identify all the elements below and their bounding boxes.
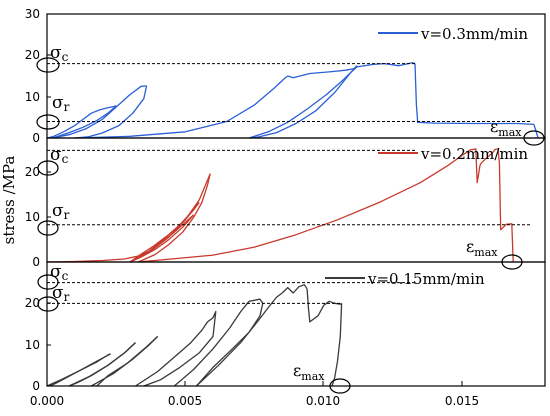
- panel-2: 0 10 20 v=0.2mm/min σc σr εmax: [25, 137, 546, 270]
- panel-3-curves: [46, 284, 343, 387]
- panel-2-curve-segment-0: [46, 214, 195, 263]
- panel-1-ytick-label-20: 20: [25, 48, 40, 62]
- panel-3-curve-segment-13: [331, 303, 343, 387]
- panel-1-sigma-r-label: σr: [52, 93, 70, 114]
- panel-3-sigma-c-label: σc: [50, 262, 69, 283]
- xtick-label-0: 0.000: [30, 394, 64, 408]
- panel-3-sigma-c-annotation: σc: [37, 262, 69, 290]
- panel-3-eps-max-circle: [329, 378, 351, 394]
- panel-1-ytick-label-30: 30: [25, 7, 40, 21]
- panel-1-ytick-30: 30: [25, 7, 51, 21]
- panel-2-sigma-c-annotation: σc: [37, 145, 69, 176]
- panel-2-sigma-r-circle: [37, 220, 59, 236]
- panel-3-legend-label: v=0.15mm/min: [367, 270, 485, 288]
- xtick-3: 0.015: [445, 381, 479, 408]
- x-axis: 0.000 0.005 0.010 0.015: [30, 381, 479, 408]
- panel-3-eps-max-label: εmax: [293, 361, 325, 383]
- panel-3-eps-max-annotation: εmax: [293, 361, 351, 394]
- panel-2-legend: v=0.2mm/min: [378, 145, 528, 163]
- panel-1-curve-segment-4: [74, 75, 289, 139]
- panel-1-ytick-10: 10: [25, 90, 51, 104]
- panel-3-curve-segment-5: [96, 335, 159, 387]
- panel-3-sigma-r-circle: [37, 296, 59, 312]
- panel-1-legend: v=0.3mm/min: [378, 25, 528, 43]
- panel-2-curve-segment-7: [461, 148, 482, 184]
- xtick-label-1: 0.005: [168, 394, 202, 408]
- panel-2-curve-segment-4: [129, 173, 211, 263]
- panel-1-ytick-label-10: 10: [25, 90, 40, 104]
- panel-1-sigma-r-annotation: σr: [36, 93, 70, 130]
- panel-3-curve-segment-7: [143, 310, 217, 387]
- panel-2-ytick-10: 10: [25, 210, 51, 224]
- panel-1-curve-segment-3: [74, 85, 148, 139]
- panel-3-curve-segment-9: [195, 298, 264, 387]
- panel-1-sigma-c-label: σc: [50, 43, 69, 64]
- panel-3-curve-segment-11: [281, 284, 308, 294]
- panel-1-legend-label: v=0.3mm/min: [420, 25, 528, 43]
- panel-2-curve-segment-3: [129, 202, 200, 263]
- panel-1-ytick-label-0: 0: [32, 131, 40, 145]
- panel-3-curve-segment-10: [195, 292, 283, 387]
- panel-3-sigma-c-circle: [37, 274, 59, 290]
- panel-2-sigma-c-circle: [37, 160, 59, 176]
- panel-1-sigma-r-circle: [36, 114, 60, 130]
- panel-2-ytick-20: 20: [25, 165, 51, 179]
- panel-3-curve-segment-8: [173, 300, 250, 387]
- panel-2-ytick-label-0: 0: [32, 255, 40, 269]
- panel-2-sigma-r-label: σr: [52, 201, 70, 222]
- xtick-label-2: 0.010: [306, 394, 340, 408]
- panel-3-curve-segment-3: [68, 342, 136, 387]
- panel-2-eps-max-annotation: εmax: [466, 237, 523, 270]
- panel-2-curve-segment-8: [480, 148, 514, 263]
- panel-3-ytick-10: 10: [25, 338, 51, 352]
- panel-1-sigma-c-circle: [36, 57, 60, 73]
- panel-3-legend: v=0.15mm/min: [325, 270, 485, 288]
- panel-3-ytick-0: 0: [32, 379, 51, 393]
- panel-1-curves: [46, 62, 539, 139]
- panel-2-legend-label: v=0.2mm/min: [420, 145, 528, 163]
- panel-1-curve-segment-2: [52, 85, 147, 139]
- panel-1-ytick-20: 20: [25, 48, 51, 62]
- xtick-2: 0.010: [306, 381, 340, 408]
- panel-3: 0 10 20 v=0.15mm/min σc σr εmax: [25, 261, 546, 394]
- panel-3-curve-segment-6: [135, 317, 214, 387]
- panel-3-ytick-label-20: 20: [25, 296, 40, 310]
- panel-1: 0 10 20 30 v=0.3mm/min σc σr εmax: [25, 7, 546, 146]
- panel-3-ytick-20: 20: [25, 296, 51, 310]
- xtick-label-3: 0.015: [445, 394, 479, 408]
- panel-1-curve-segment-6: [248, 65, 358, 139]
- panel-1-sigma-c-annotation: σc: [36, 43, 69, 73]
- xtick-0: 0.000: [30, 381, 64, 408]
- panel-3-sigma-r-label: σr: [52, 283, 70, 304]
- panel-2-curves: [46, 148, 514, 263]
- panel-2-curve-segment-2: [129, 202, 200, 263]
- panel-3-curve-segment-1: [49, 353, 111, 387]
- panel-1-eps-max-label: εmax: [490, 117, 522, 139]
- panel-1-curve-segment-9: [414, 63, 539, 139]
- panel-2-curve-segment-6: [138, 154, 463, 263]
- xtick-1: 0.005: [168, 381, 202, 408]
- panel-2-ytick-label-10: 10: [25, 210, 40, 224]
- panel-3-sigma-r-annotation: σr: [37, 283, 70, 312]
- panel-1-curve-segment-7: [248, 66, 358, 139]
- panel-2-sigma-r-annotation: σr: [37, 201, 70, 236]
- panel-3-frame: [46, 261, 546, 387]
- panel-2-sigma-c-label: σc: [50, 145, 69, 166]
- panel-3-ytick-label-0: 0: [32, 379, 40, 393]
- panel-1-curve-segment-8: [356, 62, 416, 68]
- panel-3-ytick-label-10: 10: [25, 338, 40, 352]
- y-axis-label: stress /MPa: [0, 156, 18, 245]
- panel-3-curve-segment-12: [306, 288, 342, 323]
- panel-2-ytick-label-20: 20: [25, 165, 40, 179]
- panel-2-eps-max-label: εmax: [466, 237, 498, 259]
- panel-1-curve-segment-0: [46, 105, 117, 139]
